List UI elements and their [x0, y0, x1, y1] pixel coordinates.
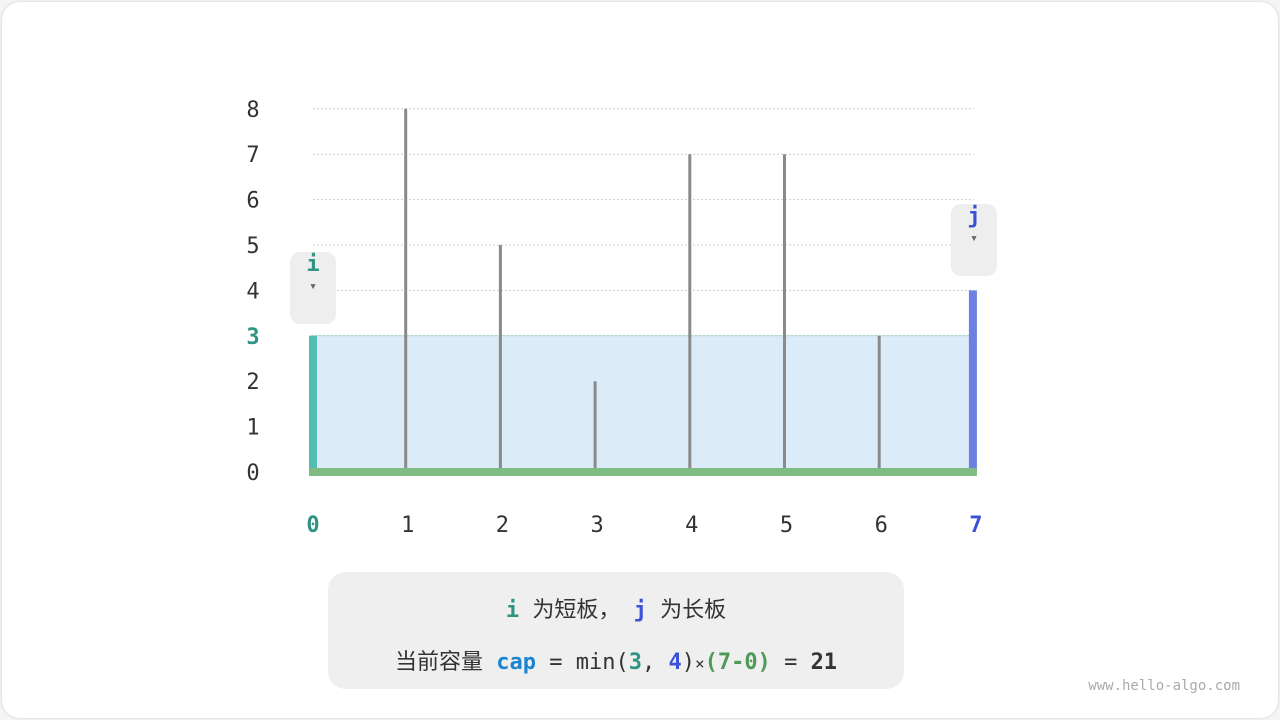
y-tick-label: 1 — [246, 416, 259, 441]
pointer-i-label: i — [306, 252, 320, 277]
caption-box: i 为短板， j 为长板 当前容量 cap = min(3, 4)×(7-0) … — [328, 572, 904, 689]
min-fn: min( — [575, 650, 629, 675]
x-tick-label: 1 — [401, 513, 414, 538]
x-tick-label: 4 — [685, 513, 698, 538]
result: 21 — [810, 650, 838, 675]
x-tick-label: 2 — [496, 513, 509, 538]
equals: = — [549, 650, 563, 675]
equals-2: = — [784, 650, 798, 675]
watermark: www.hello-algo.com — [1088, 678, 1240, 694]
container-chart: 0 1 2 3 4 5 6 7 8 0 1 2 3 4 5 6 7 — [246, 98, 982, 538]
x-tick-label: 6 — [875, 513, 888, 538]
x-tick-label: 0 — [306, 513, 319, 538]
capacity-label: 当前容量 — [394, 650, 483, 675]
width-expr: (7-0) — [704, 650, 771, 675]
x-tick-label: 5 — [780, 513, 793, 538]
caption-line-1: i 为短板， j 为长板 — [328, 592, 904, 624]
y-tick-label: 6 — [246, 189, 259, 214]
y-tick-label: 5 — [246, 234, 259, 259]
pointer-i: i ▾ — [290, 252, 336, 324]
y-tick-label: 3 — [246, 325, 259, 350]
y-tick-label: 2 — [246, 370, 259, 395]
y-tick-label: 4 — [246, 279, 259, 304]
min-a: 3 — [628, 650, 642, 675]
i-label: i — [505, 598, 520, 623]
arrow-down-icon: ▾ — [970, 231, 978, 246]
close-paren: ) — [681, 650, 695, 675]
caption-line-2: 当前容量 cap = min(3, 4)×(7-0) = 21 — [328, 644, 904, 676]
x-tick-label: 7 — [969, 513, 982, 538]
times: × — [694, 654, 705, 673]
i-text: 为短板， — [532, 598, 621, 623]
y-tick-label: 7 — [246, 143, 259, 168]
j-label: j — [633, 598, 647, 623]
comma: , — [641, 650, 656, 675]
cap-var: cap — [496, 650, 536, 675]
arrow-down-icon: ▾ — [309, 279, 317, 294]
j-text: 为长板 — [660, 598, 727, 623]
y-tick-label: 0 — [246, 461, 259, 486]
water-area — [311, 335, 974, 472]
x-tick-label: 3 — [590, 513, 603, 538]
pointer-j-label: j — [967, 204, 981, 229]
y-tick-label: 8 — [246, 98, 259, 123]
pointer-j: j ▾ — [951, 204, 997, 276]
min-b: 4 — [668, 650, 682, 675]
